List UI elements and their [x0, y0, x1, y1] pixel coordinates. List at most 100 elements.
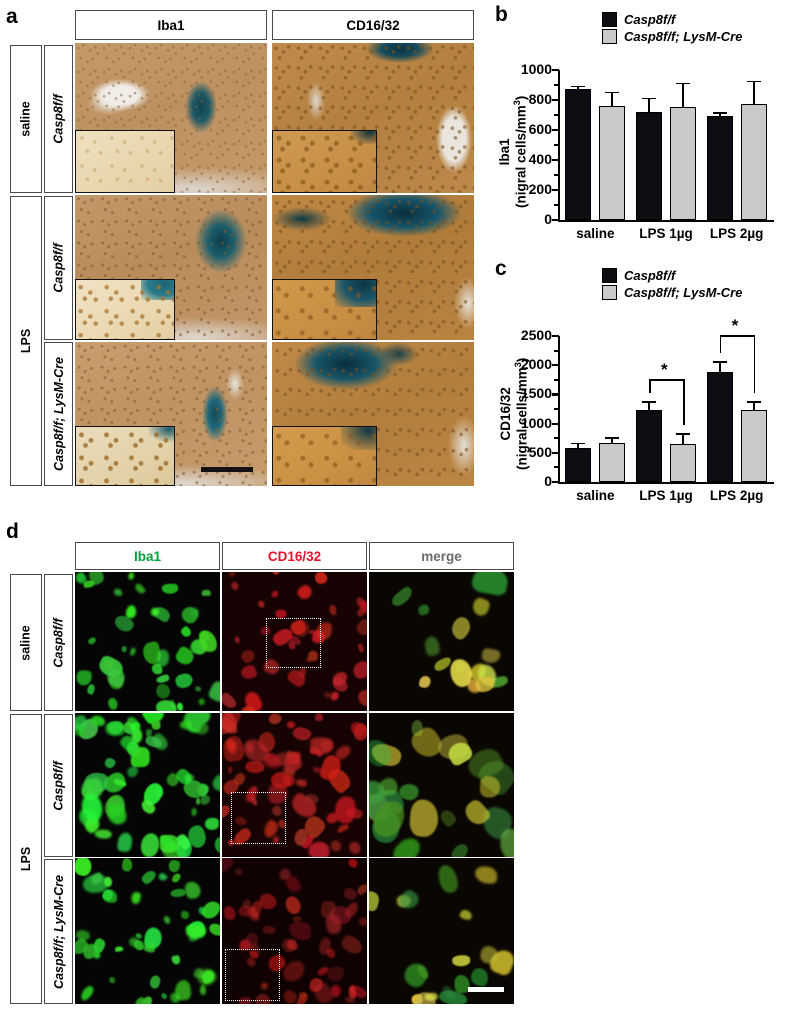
y-axis-tick-label: 2500 [520, 327, 552, 343]
panel-d-column-header-cd1632: CD16/32 [222, 542, 367, 570]
panel-d-genotype-label: Casp8f/f [51, 617, 66, 668]
panel-d-roi-box [265, 617, 321, 668]
x-axis-tick-label: LPS 1µg [639, 226, 693, 241]
panel-a-inset [75, 279, 175, 340]
error-bar [752, 80, 755, 104]
y-axis-line [558, 70, 561, 220]
error-bar-cap [712, 361, 727, 364]
significance-bracket-left [649, 378, 651, 393]
panel-d-image-iba1-lps-casp8ff [75, 713, 220, 857]
y-axis-tick-label: 600 [528, 121, 552, 137]
y-axis-tick-label: 1500 [520, 385, 552, 402]
x-axis-line [558, 482, 774, 485]
y-axis-tick-label: 0 [544, 473, 552, 489]
panel-d-image-iba1-saline-casp8ff [75, 572, 220, 711]
legend-swatch-lysmcre [602, 285, 617, 300]
bar [565, 447, 592, 482]
panel-a-image-cd1632-lps-lysmcre [272, 342, 474, 486]
panel-d-treatment-lps: LPS [10, 714, 42, 1004]
error-bar [648, 97, 650, 112]
panel-a-inset [75, 130, 175, 193]
bar [670, 106, 696, 220]
panel-b-letter: b [495, 3, 508, 26]
panel-d-genotype-label: Casp8f/f [51, 760, 66, 811]
panel-a-genotype-row-1: Casp8f/f [44, 45, 73, 193]
y-axis-minor-tick [554, 437, 559, 440]
y-axis-tick-label: 500 [528, 443, 552, 460]
panel-d-image-cd1632-lps-lysmcre [222, 858, 367, 1004]
legend-label: Casp8f/f; LysM-Cre [624, 29, 743, 44]
legend-swatch-casp8ff [602, 12, 617, 27]
legend-swatch-casp8ff [602, 268, 617, 283]
legend-item: Casp8f/f; LysM-Cre [602, 285, 742, 300]
panel-a-image-cd1632-lps-casp8ff [272, 195, 474, 340]
panel-a-scale-bar [201, 467, 253, 472]
error-bar-cap [676, 82, 690, 85]
error-bar-cap [712, 112, 727, 114]
y-axis-tick-label: 1000 [520, 61, 552, 77]
error-bar [718, 112, 721, 116]
y-axis-minor-tick [554, 174, 559, 176]
legend-item: Casp8f/f [602, 268, 742, 283]
panel-a-column-label: Iba1 [157, 17, 185, 33]
y-axis-tick [552, 189, 559, 192]
panel-c-letter: c [495, 257, 507, 280]
x-axis-tick-label: saline [576, 488, 615, 503]
error-bar [752, 401, 755, 411]
error-bar [718, 361, 721, 373]
x-axis-tick-label: LPS 2µg [709, 226, 764, 241]
panel-a-treatment-label: saline [19, 101, 33, 137]
panel-d-genotype-label: Casp8f/f; LysM-Cre [51, 874, 66, 989]
panel-d-column-label: Iba1 [133, 548, 161, 564]
x-axis-line [558, 220, 774, 223]
y-axis-minor-tick [554, 114, 559, 116]
error-bar [577, 442, 580, 448]
legend-item: Casp8f/f; LysM-Cre [602, 29, 742, 44]
significance-bracket-left [719, 335, 722, 354]
panel-d-image-iba1-lps-lysmcre [75, 858, 220, 1004]
panel-a-image-iba1-lps-casp8ff [75, 195, 267, 340]
legend-label: Casp8f/f [624, 12, 676, 27]
legend-label: Casp8f/f; LysM-Cre [624, 285, 743, 300]
panel-a-genotype-label: Casp8f/f; LysM-Cre [51, 357, 66, 471]
bar [565, 88, 592, 220]
panel-a-treatment-label: LPS [19, 328, 33, 354]
panel-d-roi-box [224, 948, 280, 1002]
panel-a-inset [272, 425, 378, 486]
panel-a-genotype-row-3: Casp8f/f; LysM-Cre [44, 342, 73, 486]
panel-d-image-merge-lps-casp8ff [369, 713, 514, 857]
panel-a-column-header-iba1: Iba1 [75, 10, 267, 40]
error-bar-cap [642, 97, 656, 100]
panel-d-treatment-label: LPS [19, 846, 33, 872]
bar [636, 410, 662, 482]
x-axis-tick-label: LPS 1µg [639, 488, 693, 503]
error-bar [648, 400, 650, 411]
panel-d-column-label: merge [421, 548, 462, 564]
y-axis-minor-tick [554, 408, 559, 410]
error-bar-cap [605, 437, 620, 439]
panel-a-image-iba1-saline-casp8ff [75, 43, 267, 193]
panel-d-treatment-label: saline [19, 624, 33, 661]
y-axis-tick [552, 393, 559, 396]
panel-c-chart: 0 500 1000 1500 2000 2500 saline LPS 1µg LPS 2µg… [490, 317, 788, 503]
significance-bracket-right [753, 335, 756, 394]
significance-bracket-top [649, 378, 683, 381]
y-axis-tick [552, 159, 559, 162]
y-axis-tick-label: 200 [528, 181, 552, 197]
panel-a-image-cd1632-saline-casp8ff [272, 43, 474, 193]
y-axis-tick [552, 422, 559, 425]
panel-d-roi-box [230, 792, 286, 845]
error-bar-cap [605, 91, 620, 94]
error-bar-cap [642, 400, 656, 403]
y-axis-tick [552, 481, 559, 484]
y-axis-minor-tick [554, 84, 559, 86]
y-axis-tick-label: 800 [528, 91, 552, 107]
significance-bracket-right [683, 378, 685, 425]
y-axis-tick-label: 2000 [520, 356, 552, 373]
panel-d-genotype-row-3: Casp8f/f; LysM-Cre [44, 859, 73, 1004]
panel-b-chart: 0 200 400 600 800 1000 saline LPS 1µg LPS 2µg [490, 60, 788, 241]
x-axis-tick-label: LPS 2µg [709, 488, 764, 503]
panel-a-inset [272, 130, 378, 193]
panel-a-letter: a [6, 5, 18, 28]
error-bar-cap [746, 80, 761, 83]
